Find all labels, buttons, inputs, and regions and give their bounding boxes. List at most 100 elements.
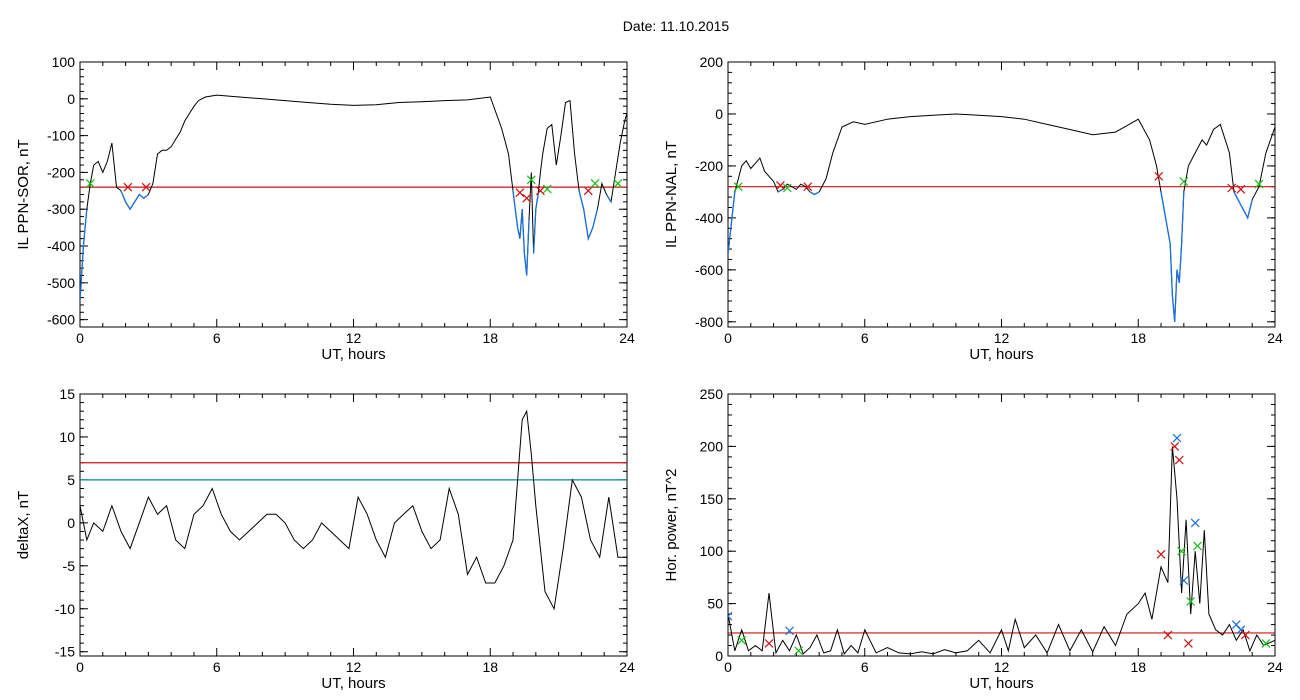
marker-stroke bbox=[1186, 597, 1196, 606]
below-threshold-segment bbox=[578, 190, 599, 242]
x-tick-label: 12 bbox=[994, 330, 1010, 346]
marker-point bbox=[1186, 597, 1196, 606]
marker-stroke bbox=[1172, 433, 1182, 443]
data-series-line bbox=[728, 446, 1275, 655]
y-tick-label: 0 bbox=[715, 106, 723, 122]
y-tick-label: -300 bbox=[47, 201, 75, 217]
marker-stroke bbox=[764, 638, 774, 648]
marker-stroke bbox=[1231, 620, 1241, 629]
marker-point bbox=[737, 635, 747, 645]
y-axis-label: deltaX, nT bbox=[15, 491, 32, 559]
y-tick-label: -200 bbox=[47, 164, 75, 180]
below-threshold-segment bbox=[532, 194, 539, 254]
marker-stroke bbox=[1190, 518, 1200, 528]
marker-point bbox=[1179, 177, 1189, 186]
chart-panel-2: 0 6 12 18 24 -800 -600 -400 -200 0 200 UT, hours IL … bbox=[663, 54, 1283, 363]
marker-point bbox=[85, 179, 95, 188]
marker-stroke bbox=[1156, 549, 1166, 559]
marker-stroke bbox=[785, 626, 794, 636]
plot-frame bbox=[79, 61, 628, 328]
marker-point bbox=[583, 186, 593, 196]
x-axis-label: UT, hours bbox=[321, 675, 385, 692]
y-tick-label: 200 bbox=[700, 54, 724, 70]
data-series-line bbox=[80, 409, 627, 611]
y-tick-label: 50 bbox=[707, 596, 723, 612]
marker-point bbox=[522, 193, 532, 203]
y-tick-label: -400 bbox=[695, 210, 723, 226]
marker-stroke bbox=[782, 183, 792, 193]
marker-stroke bbox=[728, 615, 733, 621]
x-axis-label: UT, hours bbox=[321, 346, 385, 363]
below-threshold-segment bbox=[809, 191, 820, 196]
y-tick-label: -400 bbox=[47, 238, 75, 254]
y-tick-label: -800 bbox=[695, 314, 723, 330]
marker-stroke bbox=[803, 182, 813, 192]
marker-stroke bbox=[123, 182, 133, 192]
marker-point bbox=[764, 638, 774, 648]
marker-point bbox=[526, 175, 536, 185]
y-tick-label: -200 bbox=[695, 158, 723, 174]
y-tick-label: -600 bbox=[695, 262, 723, 278]
marker-point bbox=[1183, 638, 1193, 648]
marker-point bbox=[728, 611, 733, 621]
y-tick-label: 250 bbox=[700, 386, 724, 402]
x-tick-label: 18 bbox=[482, 659, 498, 675]
y-tick-label: 5 bbox=[67, 472, 75, 488]
marker-point bbox=[1172, 433, 1182, 443]
x-tick-label: 0 bbox=[76, 330, 84, 346]
below-threshold-segment bbox=[1233, 191, 1253, 220]
marker-point bbox=[535, 186, 545, 196]
marker-point bbox=[1193, 541, 1202, 551]
marker-point bbox=[775, 180, 785, 190]
marker-stroke bbox=[728, 611, 733, 618]
plot-area bbox=[728, 113, 1275, 322]
marker-stroke bbox=[1227, 183, 1237, 193]
plot-area bbox=[80, 409, 627, 611]
data-series-line bbox=[80, 94, 627, 302]
marker-stroke bbox=[85, 179, 95, 188]
marker-stroke bbox=[515, 188, 525, 198]
marker-stroke bbox=[1179, 177, 1189, 186]
marker-point bbox=[803, 182, 813, 192]
marker-stroke bbox=[794, 646, 804, 656]
y-tick-label: -15 bbox=[55, 644, 75, 660]
plot-area bbox=[728, 433, 1275, 656]
x-tick-label: 0 bbox=[76, 659, 84, 675]
marker-stroke bbox=[1154, 171, 1164, 181]
marker-stroke bbox=[1170, 441, 1180, 451]
marker-point bbox=[1236, 184, 1246, 194]
data-series-line bbox=[728, 113, 1275, 322]
marker-point bbox=[1163, 630, 1173, 640]
x-tick-label: 6 bbox=[861, 330, 869, 346]
plot-frame bbox=[727, 61, 1276, 328]
marker-point bbox=[1190, 518, 1200, 528]
marker-point bbox=[782, 183, 792, 193]
marker-stroke bbox=[526, 175, 536, 185]
y-tick-label: 100 bbox=[700, 543, 724, 559]
below-threshold-segment bbox=[120, 190, 149, 211]
y-tick-label: 150 bbox=[700, 491, 724, 507]
y-tick-label: -600 bbox=[47, 312, 75, 328]
y-axis-label: Hor. power, nT^2 bbox=[663, 469, 680, 582]
x-axis-label: UT, hours bbox=[969, 346, 1033, 363]
y-tick-label: -5 bbox=[63, 558, 76, 574]
marker-stroke bbox=[590, 179, 600, 188]
x-tick-label: 12 bbox=[994, 659, 1010, 675]
marker-stroke bbox=[1174, 455, 1184, 465]
x-tick-label: 0 bbox=[724, 659, 732, 675]
marker-point bbox=[1177, 546, 1186, 556]
y-tick-label: -500 bbox=[47, 275, 75, 291]
x-tick-label: 12 bbox=[346, 659, 362, 675]
marker-point bbox=[785, 626, 794, 636]
below-threshold-segment bbox=[605, 194, 612, 203]
marker-stroke bbox=[522, 193, 532, 203]
marker-point bbox=[542, 184, 552, 194]
y-axis-label: IL PPN-NAL, nT bbox=[663, 141, 680, 248]
marker-stroke bbox=[613, 179, 623, 188]
below-threshold-segment bbox=[1160, 191, 1185, 322]
marker-stroke bbox=[1261, 638, 1271, 648]
marker-point bbox=[1174, 455, 1184, 465]
below-threshold-segment bbox=[777, 188, 784, 193]
marker-point bbox=[1156, 549, 1166, 559]
figure-title: Date: 11.10.2015 bbox=[622, 18, 730, 34]
